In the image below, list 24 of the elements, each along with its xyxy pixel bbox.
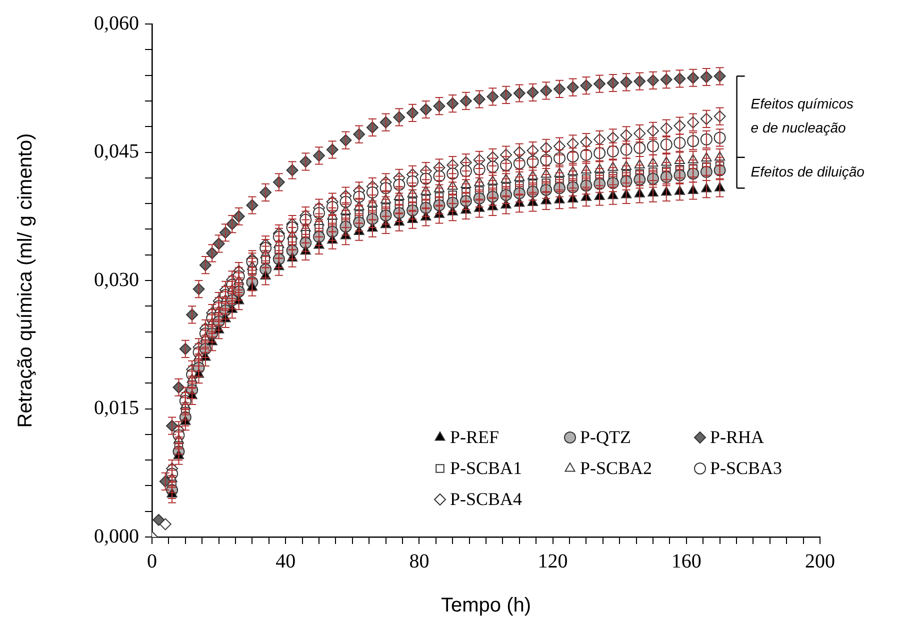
x-tick-label: 0: [147, 550, 157, 572]
legend-label: P-QTZ: [580, 427, 631, 448]
y-tick-label: 0,045: [94, 140, 139, 162]
legend-label: P-SCBA4: [450, 489, 522, 510]
x-tick-label: 120: [538, 550, 568, 572]
legend-label: P-SCBA1: [450, 458, 522, 478]
point: [152, 514, 165, 526]
x-tick-label: 160: [671, 550, 702, 572]
x-axis-title: Tempo (h): [440, 594, 532, 617]
legend-label: P-SCBA2: [580, 458, 652, 478]
x-tick-label: 80: [409, 550, 430, 572]
y-tick-label: 0,060: [94, 12, 139, 34]
annotation: Efeitos de diluição: [750, 164, 865, 180]
x-tick-label: 40: [276, 550, 296, 572]
y-tick-label: 0,015: [94, 397, 139, 419]
legend-label: P-SCBA3: [710, 458, 782, 478]
y-tick-label: 0,000: [94, 525, 139, 548]
y-axis-title: Retração química (ml/ g cimento): [14, 133, 37, 428]
legend-label: P-REF: [450, 427, 500, 448]
x-tick-label: 200: [805, 550, 835, 572]
annotation: Efeitos químicos e de nucleação: [750, 96, 854, 136]
y-tick-label: 0,030: [94, 268, 139, 291]
point: [159, 518, 172, 530]
legend-label: P-RHA: [710, 427, 764, 448]
